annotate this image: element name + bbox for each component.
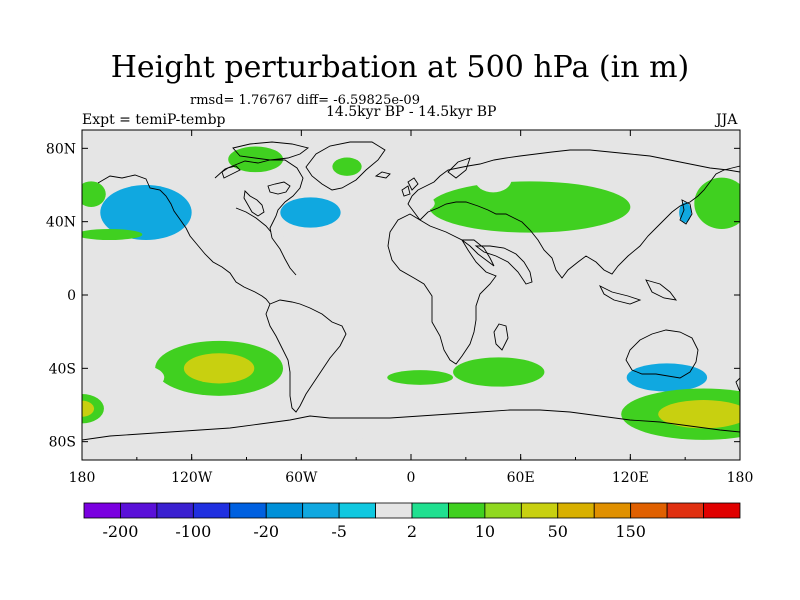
anomaly-antarctic-pacific-negative	[127, 410, 402, 444]
colorbar-swatch	[593, 502, 632, 519]
anomaly-north-pacific-negative	[100, 185, 192, 240]
x-tick-label: 60W	[285, 470, 318, 486]
anomaly-siberia-negative	[474, 166, 512, 193]
anomaly-south-pacific-west-negative	[109, 364, 165, 391]
colorbar-swatch	[666, 502, 704, 519]
map-title: Height perturbation at 500 hPa (in m)	[110, 50, 690, 85]
colorbar-swatch	[520, 502, 559, 519]
y-tick-label: 80N	[46, 141, 76, 157]
y-tick-label: 80S	[49, 435, 76, 451]
anomaly-arctic-canada-positive	[228, 146, 284, 173]
experiment-label: Expt = temiP-tembp	[82, 112, 226, 128]
anomaly-core-australia-south-negative	[626, 363, 708, 392]
coastlines	[82, 141, 740, 441]
colorbar-label: -5	[331, 522, 347, 541]
x-axis: 180 120W 60W 0 60E 120E 180	[69, 130, 754, 486]
colorbar-swatch	[120, 502, 158, 519]
colorbar-swatch	[265, 502, 304, 519]
period-label: 14.5kyr BP - 14.5kyr BP	[326, 104, 497, 120]
anomaly-greenland-positive	[332, 157, 362, 176]
anomaly-core-antarctic-east-positive	[658, 400, 740, 429]
anomaly-south-indian-negative	[438, 386, 549, 417]
x-tick-label: 0	[407, 470, 416, 486]
colorbar: -200 -100 -20 -5 2 10 50 150	[83, 502, 741, 541]
colorbar-swatch	[630, 502, 668, 519]
colorbar-swatch	[484, 502, 522, 519]
season-label: JJA	[716, 112, 738, 128]
colorbar-label: -200	[102, 522, 138, 541]
colorbar-label: 150	[615, 522, 646, 541]
colorbar-swatch	[192, 502, 231, 519]
colorbar-swatch	[302, 502, 340, 519]
colorbar-swatch	[156, 502, 194, 519]
x-tick-label: 120W	[171, 470, 213, 486]
anomaly-pacific-35n-positive	[82, 229, 143, 240]
colorbar-swatch	[338, 502, 376, 519]
colorbar-label: 2	[407, 522, 417, 541]
anomaly-dateline-north-positive	[694, 177, 740, 229]
anomaly-eurasia-positive	[429, 181, 631, 233]
statistics-label: rmsd= 1.76767 diff= -6.59825e-09	[190, 93, 420, 108]
colorbar-swatch	[448, 502, 486, 519]
colorbar-swatch	[411, 502, 449, 519]
anomaly-core-dateline-south-positive	[82, 400, 95, 417]
x-tick-label: 120E	[612, 470, 649, 486]
x-tick-label: 180	[69, 470, 96, 486]
colorbar-swatch	[557, 502, 595, 519]
colorbar-label: 50	[548, 522, 568, 541]
x-tick-label: 180	[727, 470, 754, 486]
x-tick-label: 60E	[507, 470, 535, 486]
y-tick-label: 40N	[46, 215, 76, 231]
anomaly-west-europe-negative	[398, 194, 435, 213]
anomaly-south-indian-positive	[453, 357, 545, 387]
anomaly-core-north-pacific-east-negative	[679, 202, 692, 223]
anomaly-north-pacific-west-positive	[82, 181, 106, 207]
colorbar-swatch	[703, 502, 741, 519]
colorbar-label: -20	[253, 522, 279, 541]
y-axis: 80N 40N 0 40S 80S	[46, 141, 740, 451]
colorbar-label: 10	[475, 522, 495, 541]
anomaly-core-north-atlantic-negative	[280, 197, 341, 228]
colorbar-swatch	[83, 502, 121, 519]
anomaly-south-atlantic-positive	[387, 370, 454, 385]
y-tick-label: 0	[67, 288, 76, 304]
y-tick-label: 40S	[49, 361, 76, 377]
anomaly-fields	[82, 146, 740, 444]
colorbar-swatch	[229, 502, 267, 519]
colorbar-swatch	[375, 502, 413, 519]
colorbar-label: -100	[175, 522, 211, 541]
anomaly-core-south-pacific-positive	[183, 353, 255, 384]
